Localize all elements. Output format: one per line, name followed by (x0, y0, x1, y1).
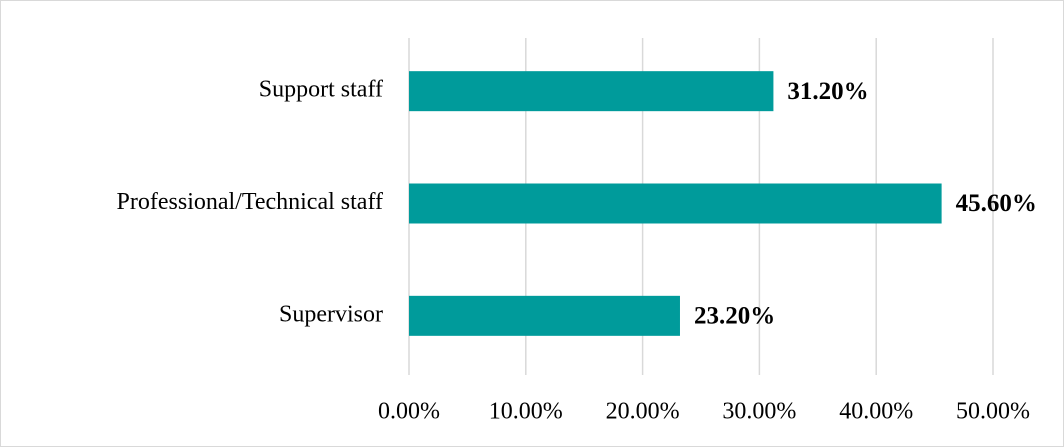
y-tick-label: Supervisor (279, 301, 383, 327)
y-tick-label: Professional/Technical staff (117, 189, 383, 215)
x-tick-label: 30.00% (722, 399, 796, 425)
bar (409, 295, 680, 336)
x-tick-label: 40.00% (839, 399, 913, 425)
bar (409, 71, 774, 112)
data-label: 31.20% (787, 78, 868, 105)
x-tick-label: 0.00% (378, 399, 440, 425)
data-label: 45.60% (956, 190, 1037, 217)
data-label: 23.20% (694, 303, 775, 330)
x-tick-label: 10.00% (489, 399, 563, 425)
x-tick-label: 50.00% (956, 399, 1030, 425)
x-tick-label: 20.00% (606, 399, 680, 425)
y-tick-label: Support staff (259, 77, 383, 103)
bar (409, 183, 942, 224)
